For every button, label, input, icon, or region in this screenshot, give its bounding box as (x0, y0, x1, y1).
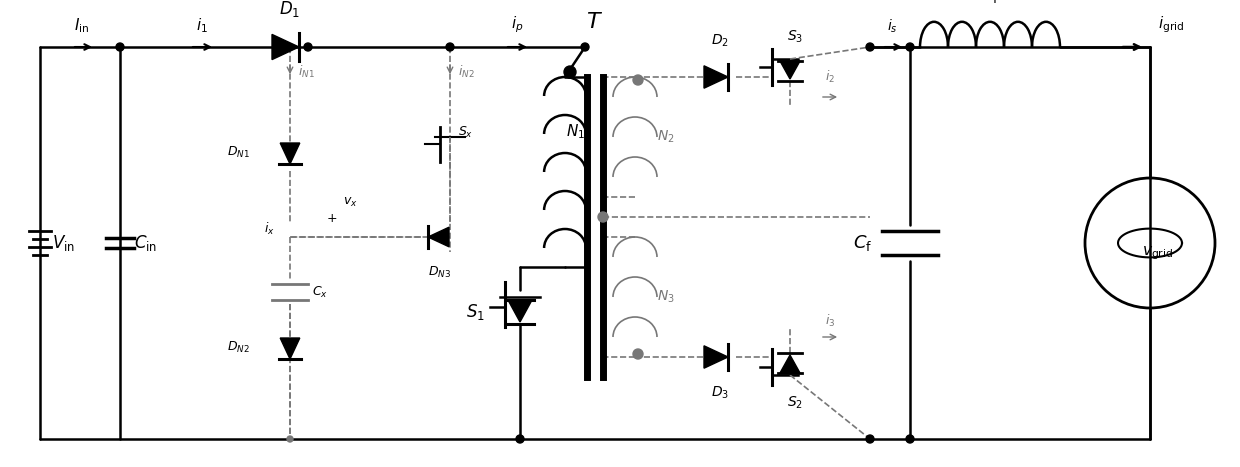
Circle shape (866, 43, 874, 51)
Circle shape (866, 435, 874, 443)
Text: $N_1$: $N_1$ (565, 123, 585, 142)
Circle shape (286, 436, 293, 442)
Circle shape (117, 43, 124, 51)
Text: $i_{N2}$: $i_{N2}$ (458, 64, 475, 80)
Polygon shape (280, 338, 300, 359)
Polygon shape (280, 143, 300, 164)
Text: $v_{\mathrm{grid}}$: $v_{\mathrm{grid}}$ (1142, 244, 1173, 262)
Text: $N_3$: $N_3$ (657, 289, 675, 305)
Circle shape (906, 43, 914, 51)
Polygon shape (704, 346, 728, 368)
Text: $i_{\mathrm{grid}}$: $i_{\mathrm{grid}}$ (1158, 14, 1184, 35)
Text: $V_{\mathrm{in}}$: $V_{\mathrm{in}}$ (52, 233, 74, 253)
Text: $C_{\mathrm{f}}$: $C_{\mathrm{f}}$ (853, 233, 872, 253)
Circle shape (582, 43, 589, 51)
Text: $i_1$: $i_1$ (196, 16, 208, 35)
Polygon shape (508, 300, 532, 322)
Text: $i_s$: $i_s$ (887, 18, 898, 35)
Polygon shape (780, 61, 800, 79)
Polygon shape (780, 355, 800, 373)
Text: $I_{\mathrm{in}}$: $I_{\mathrm{in}}$ (74, 16, 89, 35)
Text: $L_{\mathrm{f}}$: $L_{\mathrm{f}}$ (982, 0, 998, 5)
Circle shape (516, 435, 525, 443)
Circle shape (446, 43, 454, 51)
Polygon shape (428, 227, 449, 247)
Polygon shape (272, 35, 299, 60)
Text: $D_{N2}$: $D_{N2}$ (227, 340, 250, 354)
Circle shape (632, 75, 644, 85)
Circle shape (564, 66, 577, 78)
Text: $S_2$: $S_2$ (787, 395, 804, 411)
Polygon shape (704, 66, 728, 88)
Circle shape (284, 43, 291, 51)
Circle shape (598, 212, 608, 222)
Text: $v_x$: $v_x$ (342, 196, 357, 209)
Text: $+$: $+$ (326, 212, 337, 226)
Text: $S_x$: $S_x$ (458, 124, 474, 140)
Text: $i_3$: $i_3$ (825, 313, 836, 329)
Text: $i_{N1}$: $i_{N1}$ (298, 64, 315, 80)
Text: $D_1$: $D_1$ (279, 0, 300, 19)
Text: $D_3$: $D_3$ (711, 385, 729, 402)
Circle shape (906, 435, 914, 443)
Text: $T$: $T$ (587, 12, 604, 32)
Text: $N_2$: $N_2$ (657, 129, 675, 145)
Circle shape (632, 349, 644, 359)
Text: $i_x$: $i_x$ (264, 221, 275, 237)
Text: $D_2$: $D_2$ (711, 33, 729, 49)
Text: $D_{N1}$: $D_{N1}$ (227, 144, 250, 160)
Text: $D_{N3}$: $D_{N3}$ (429, 265, 451, 280)
Text: $C_{\mathrm{in}}$: $C_{\mathrm{in}}$ (134, 233, 157, 253)
Text: $i_p$: $i_p$ (511, 14, 523, 35)
Circle shape (304, 43, 312, 51)
Text: $i_2$: $i_2$ (825, 69, 835, 85)
Text: $C_x$: $C_x$ (312, 284, 327, 299)
Text: $S_1$: $S_1$ (466, 302, 485, 322)
Text: $S_3$: $S_3$ (787, 28, 804, 45)
